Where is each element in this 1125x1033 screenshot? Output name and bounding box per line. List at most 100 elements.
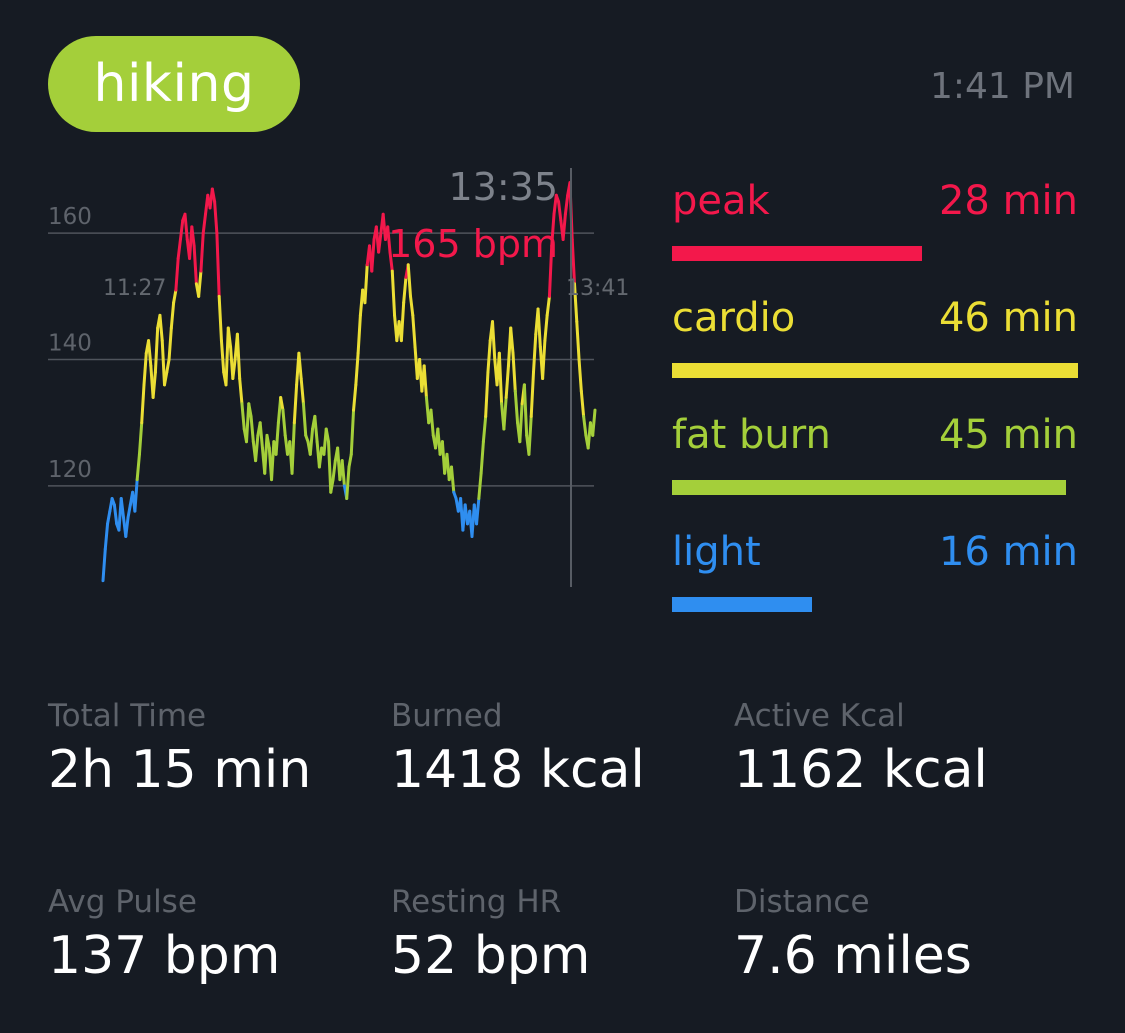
hr-segment xyxy=(491,320,497,362)
hr-segment xyxy=(160,339,166,387)
hr-segment xyxy=(247,402,253,418)
hr-segment xyxy=(281,408,287,437)
hr-segment xyxy=(577,358,583,393)
hr-segment xyxy=(406,263,412,298)
zone-fat-burn-label: fat burn xyxy=(672,412,831,458)
hr-segment xyxy=(231,358,237,380)
hr-segment xyxy=(356,313,362,355)
stat-label: Resting HR xyxy=(391,884,562,920)
stat-value: 2h 15 min xyxy=(48,740,312,800)
hr-segment xyxy=(308,427,315,456)
stat-active-kcal: Active Kcal 1162 kcal xyxy=(734,698,988,800)
stat-total-time: Total Time 2h 15 min xyxy=(48,698,311,800)
hr-segment xyxy=(509,326,515,355)
hr-segment xyxy=(235,332,242,380)
hr-segment xyxy=(197,269,203,298)
hr-segment xyxy=(557,200,563,223)
hr-segment xyxy=(153,326,160,374)
zone-cardio-minutes: 46 min xyxy=(938,295,1078,341)
hr-segment xyxy=(178,219,185,241)
hr-segment xyxy=(497,351,504,406)
hr-segment xyxy=(240,402,246,431)
stat-label: Total Time xyxy=(48,698,207,734)
zone-summary: peak 28 min cardio 46 min fat burn 45 mi… xyxy=(672,178,1078,646)
hr-segment xyxy=(126,503,132,519)
hr-segment xyxy=(183,212,189,241)
hr-segment xyxy=(290,421,296,475)
hr-segment xyxy=(192,244,198,286)
hr-segment xyxy=(536,307,542,349)
hr-segment xyxy=(331,459,337,482)
hr-segment xyxy=(484,370,490,418)
activity-badge[interactable]: hiking xyxy=(48,36,300,132)
zone-peak[interactable]: peak 28 min xyxy=(672,178,1078,295)
hr-segment xyxy=(210,187,217,204)
hr-segment xyxy=(254,433,260,463)
hr-segment xyxy=(518,402,524,444)
zone-light-minutes: 16 min xyxy=(938,529,1078,575)
hr-segment xyxy=(522,383,529,437)
hr-segment xyxy=(354,351,360,387)
hr-segment xyxy=(119,497,125,519)
hr-segment xyxy=(347,452,353,469)
hr-segment xyxy=(137,421,144,456)
stat-label: Active Kcal xyxy=(734,698,905,734)
stat-value: 52 bpm xyxy=(391,926,591,986)
hr-segment xyxy=(547,244,554,298)
hr-segment xyxy=(349,408,356,456)
stat-value: 137 bpm xyxy=(48,926,281,986)
chart-cursor-bpm: 165 bpm xyxy=(388,222,558,266)
stat-value: 7.6 miles xyxy=(734,926,972,986)
zone-fat-burn[interactable]: fat burn 45 min xyxy=(672,412,1078,529)
hr-segment xyxy=(541,339,547,380)
hr-segment xyxy=(579,389,586,418)
hr-segment xyxy=(561,212,567,241)
hr-segment xyxy=(238,377,244,406)
hr-segment xyxy=(329,478,335,494)
stat-label: Burned xyxy=(391,698,503,734)
heart-rate-chart[interactable]: 160 140 120 11:27 13:41 xyxy=(0,150,640,600)
x-start-label: 11:27 xyxy=(103,276,166,301)
stat-value: 1162 kcal xyxy=(734,740,988,800)
zone-light[interactable]: light 16 min xyxy=(672,529,1078,646)
hr-segment xyxy=(169,301,176,330)
hr-segment xyxy=(226,326,233,349)
hr-segment xyxy=(429,408,435,437)
clock-time: 1:41 PM xyxy=(929,66,1075,107)
hr-segment xyxy=(570,238,576,286)
hr-segment xyxy=(481,414,488,444)
hr-segment xyxy=(377,231,383,254)
zone-peak-minutes: 28 min xyxy=(938,178,1078,224)
hr-segment xyxy=(390,269,397,317)
hr-segment xyxy=(147,339,153,368)
zone-cardio-label: cardio xyxy=(672,295,796,341)
hr-segment xyxy=(217,294,223,343)
hr-segment xyxy=(124,516,130,538)
hr-segment xyxy=(502,395,508,431)
hr-segment xyxy=(370,238,376,273)
hr-segment xyxy=(279,395,285,412)
zone-light-label: light xyxy=(672,529,761,575)
y-tick-label-140: 140 xyxy=(48,331,92,357)
zone-cardio[interactable]: cardio 46 min xyxy=(672,295,1078,412)
hr-segment xyxy=(582,414,588,437)
hr-segment xyxy=(172,288,178,305)
hr-segment xyxy=(409,294,415,317)
hr-segment xyxy=(163,370,169,387)
hr-segment xyxy=(575,320,581,362)
stat-avg-pulse: Avg Pulse 137 bpm xyxy=(48,884,280,986)
hr-segment xyxy=(135,452,141,482)
hr-segment xyxy=(151,370,157,399)
hr-segment xyxy=(511,351,517,393)
hr-segment xyxy=(101,547,107,583)
hr-segment xyxy=(545,294,551,317)
zone-fat-burn-minutes: 45 min xyxy=(938,412,1078,458)
hr-segment xyxy=(550,212,556,248)
hr-segment xyxy=(543,313,549,343)
stat-resting-hr: Resting HR 52 bpm xyxy=(391,884,590,986)
zone-cardio-bar xyxy=(672,363,1078,378)
activity-label: hiking xyxy=(93,54,255,114)
hr-segment xyxy=(142,351,148,387)
hr-segment xyxy=(327,440,333,494)
hr-segment xyxy=(301,402,308,437)
